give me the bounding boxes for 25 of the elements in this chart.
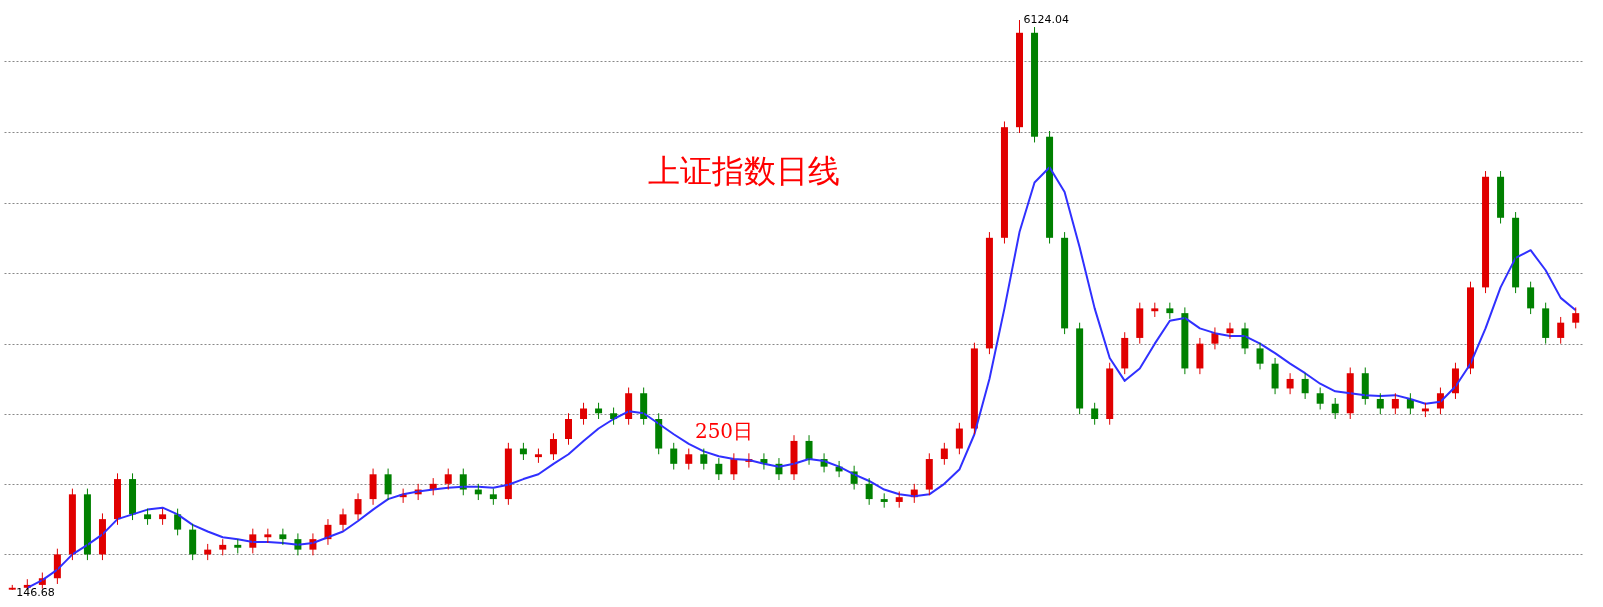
candlestick — [219, 538, 227, 556]
candlestick — [444, 468, 452, 491]
text: 上证指数日线 — [648, 152, 840, 190]
candlestick — [144, 508, 152, 526]
annotation: 250日 — [694, 419, 754, 443]
candlestick — [880, 492, 888, 509]
candlestick — [1166, 302, 1174, 320]
candlestick — [1572, 306, 1580, 329]
candlestick — [580, 402, 588, 426]
candlestick — [534, 448, 542, 464]
annotation: 6124.04 — [1023, 13, 1069, 26]
candlestick — [1316, 387, 1324, 410]
candlestick — [700, 448, 708, 471]
candlestick — [685, 448, 693, 471]
candlestick — [1151, 302, 1159, 318]
candlestick — [8, 584, 16, 591]
annotation: 146.68 — [16, 586, 55, 599]
candlestick — [1421, 402, 1429, 418]
candlestick — [895, 490, 903, 509]
candlestick — [264, 528, 272, 544]
candlestick — [1091, 402, 1099, 426]
candlestick — [159, 508, 167, 526]
candlestick — [595, 402, 603, 420]
candlestick — [234, 538, 242, 554]
candlestick — [489, 488, 497, 506]
